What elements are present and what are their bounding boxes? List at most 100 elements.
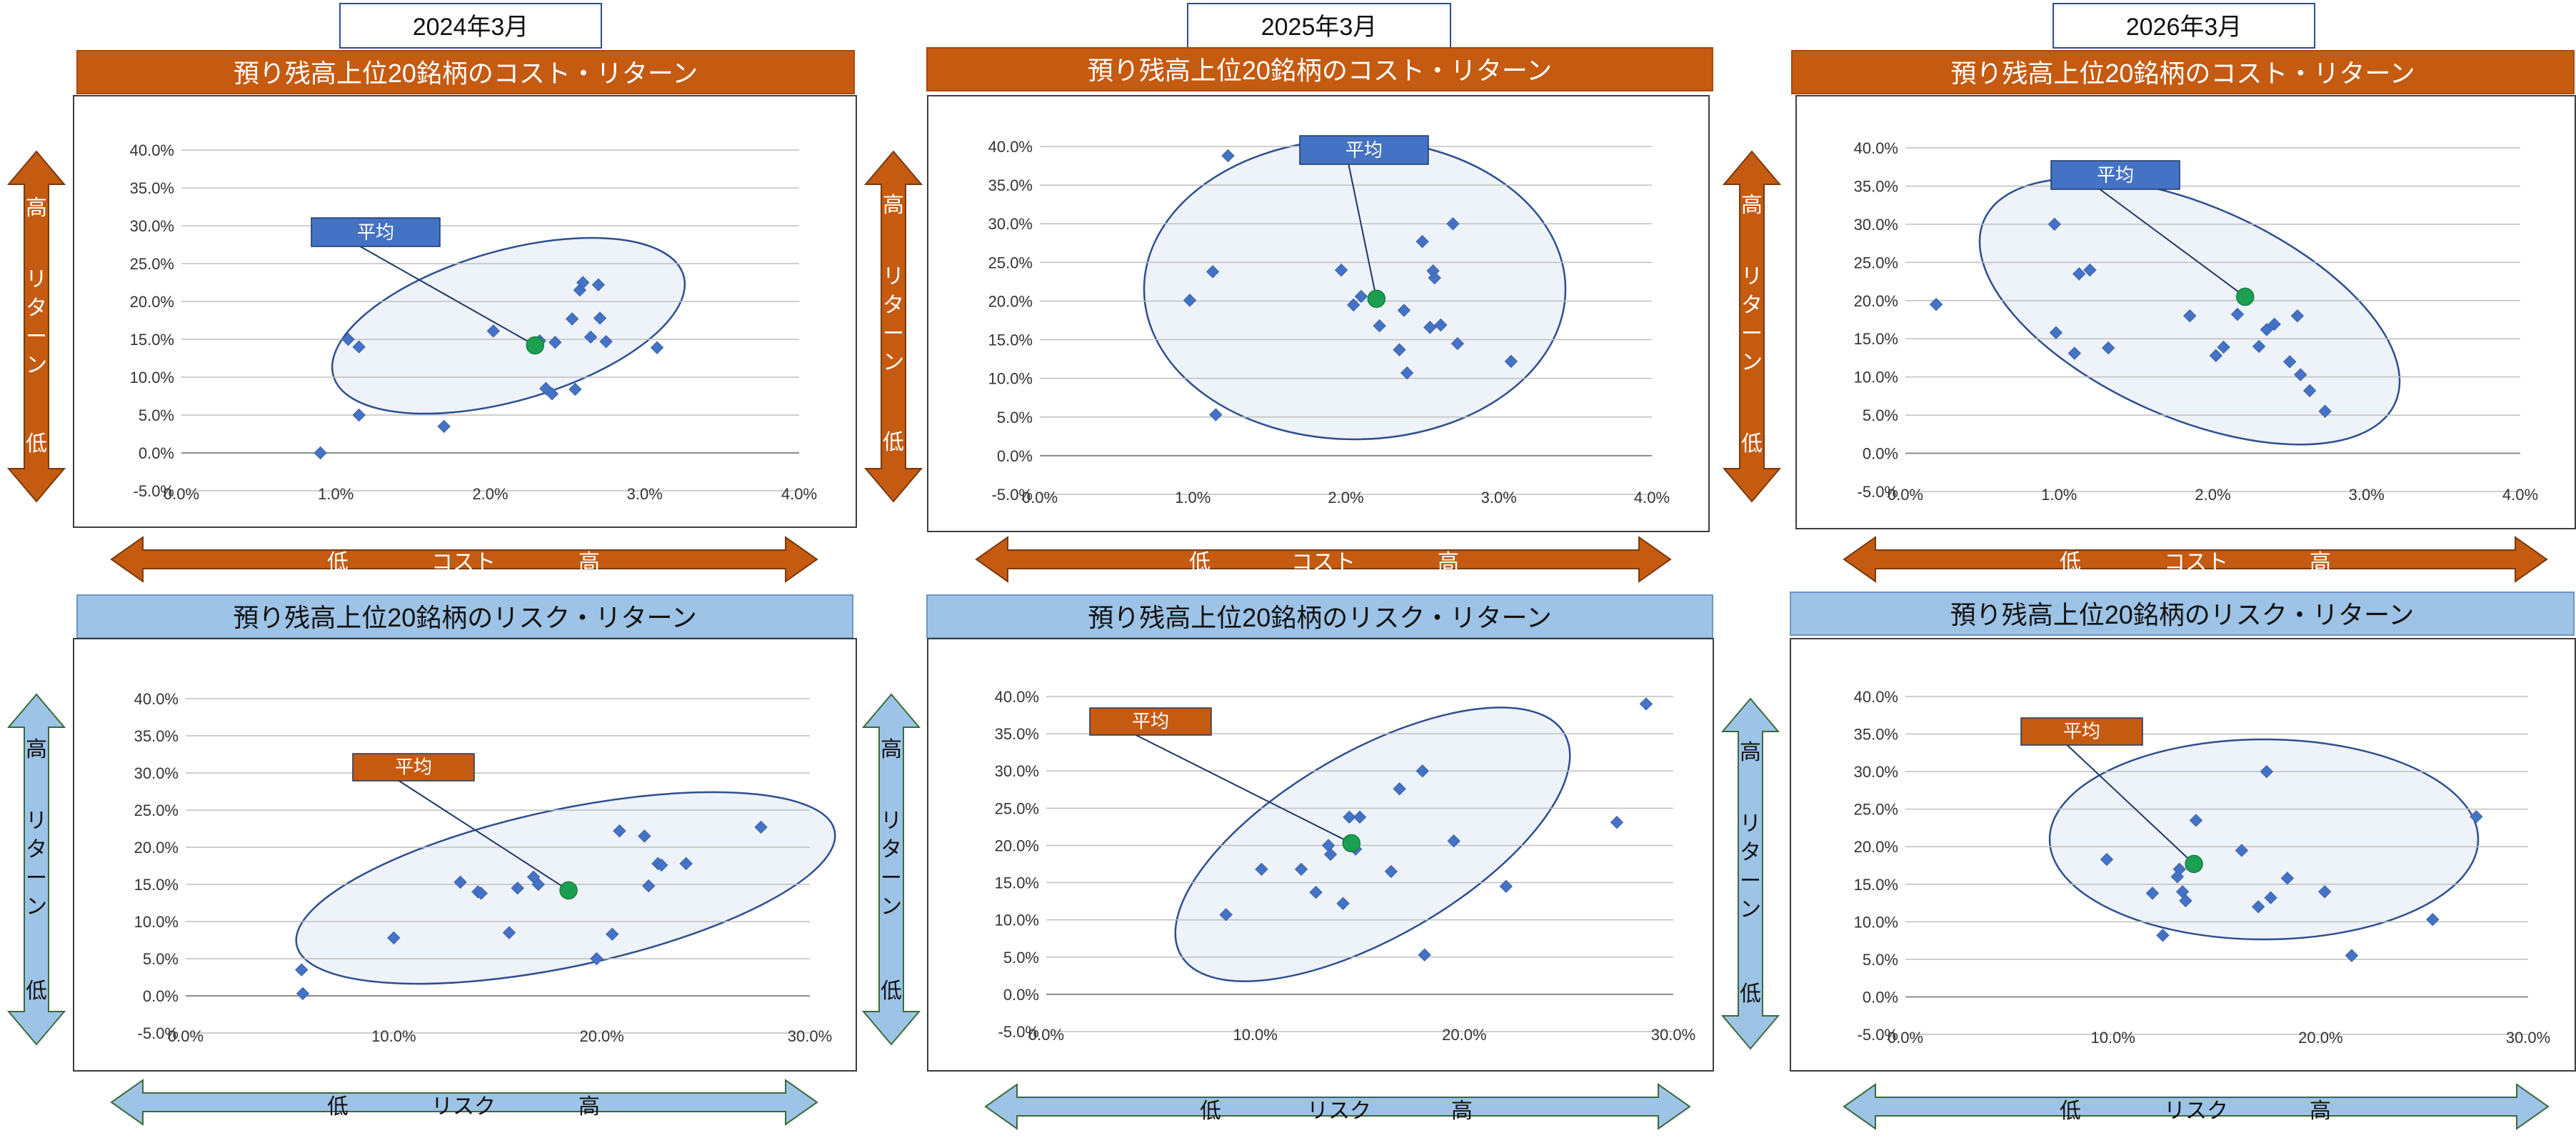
cost-label-2026: コスト — [2164, 551, 2228, 574]
data-point — [1415, 234, 1429, 249]
data-point — [1336, 897, 1350, 910]
y-tick-label: 10.0% — [130, 369, 174, 386]
y-tick-label: 5.0% — [1003, 949, 1039, 967]
data-point — [655, 858, 668, 872]
x-tick-label: 0.0% — [1888, 1029, 1923, 1047]
y-tick-label: 10.0% — [134, 913, 179, 931]
data-point — [2049, 326, 2063, 339]
data-point — [1397, 304, 1411, 317]
data-point — [2235, 844, 2249, 857]
x-tick-label: 2.0% — [472, 485, 508, 503]
data-point — [1343, 810, 1356, 824]
average-point — [526, 336, 544, 355]
risk-axis-arrow-2026 — [1843, 1083, 2550, 1130]
average-callout-line — [1136, 734, 1352, 844]
data-point — [2426, 912, 2440, 927]
y-tick-label: 25.0% — [1854, 254, 1898, 271]
return-axis-arrow-2024-cost — [7, 150, 66, 503]
average-callout-label: 平均 — [1132, 711, 1169, 732]
data-point — [1450, 336, 1465, 351]
average-callout-label: 平均 — [1345, 140, 1383, 161]
average-callout-box — [2050, 160, 2180, 190]
data-point — [638, 829, 651, 843]
risk-label-2025: リスク — [1307, 1099, 1371, 1123]
year-label-2025: 2025年3月 — [1187, 3, 1451, 49]
average-callout-box — [1089, 707, 1212, 736]
return-axis-arrow-2025-cost — [864, 150, 923, 503]
average-callout-box — [2020, 717, 2143, 746]
data-point — [1354, 289, 1368, 304]
average-point — [2185, 854, 2203, 874]
y-tick-label: 40.0% — [130, 141, 174, 159]
data-point — [2145, 887, 2160, 900]
data-point — [1610, 815, 1624, 829]
data-point — [1255, 862, 1268, 877]
data-point — [2267, 317, 2281, 331]
data-point — [568, 382, 582, 396]
cost-chart-title-2024: 預り残高上位20銘柄のコスト・リターン — [76, 50, 855, 94]
x-tick-label: 4.0% — [2502, 486, 2538, 504]
data-point — [1423, 321, 1437, 334]
data-point — [1418, 948, 1431, 962]
risk-return-chart-2024: -5.0% 0.0% 5.0% 10.0% 15.0% 20.0% 25.0% 30.0% 35… — [73, 638, 857, 1072]
x-tick-label: 30.0% — [788, 1027, 832, 1045]
data-point — [387, 931, 401, 945]
y-tick-label: 25.0% — [995, 799, 1039, 817]
average-callout-label: 平均 — [357, 222, 394, 244]
risk-return-chart-2026: -5.0% 0.0% 5.0% 10.0% 15.0% 20.0% 25.0% 30.0% 35… — [1790, 638, 2576, 1072]
data-point — [1347, 298, 1360, 312]
y-tick-label: 35.0% — [130, 179, 174, 197]
cost-high-2026: 高 — [2310, 551, 2331, 574]
y-tick-label: 25.0% — [1854, 801, 1898, 819]
data-point — [754, 820, 768, 834]
data-point — [2293, 368, 2307, 381]
cost-low-2025: 低 — [1189, 551, 1211, 574]
data-point — [1400, 366, 1414, 380]
return-axis-arrow-2026-risk — [1721, 697, 1780, 1050]
y-tick-label: 0.0% — [997, 447, 1033, 465]
y-tick-label: 30.0% — [995, 762, 1039, 780]
average-callout-label: 平均 — [2097, 165, 2134, 186]
risk-high-2024: 高 — [578, 1095, 600, 1119]
data-point — [1219, 908, 1233, 922]
data-point — [2230, 307, 2245, 321]
y-tick-label: 20.0% — [995, 837, 1039, 854]
data-point — [1447, 834, 1460, 848]
data-point — [2252, 339, 2266, 354]
data-point — [1504, 354, 1518, 369]
y-tick-label: 10.0% — [1854, 369, 1898, 386]
risk-chart-title-2024: 預り残高上位20銘柄のリスク・リターン — [76, 594, 853, 639]
data-point — [583, 330, 598, 344]
x-tick-label: 20.0% — [1442, 1026, 1486, 1044]
y-tick-label: 0.0% — [1863, 988, 1898, 1006]
average-point — [559, 881, 578, 900]
y-tick-label: 0.0% — [1863, 445, 1898, 463]
y-tick-label: 0.0% — [139, 444, 174, 462]
y-tick-label: 10.0% — [1854, 913, 1898, 931]
data-point — [2083, 263, 2097, 277]
data-point — [1415, 764, 1430, 778]
data-point — [1393, 782, 1406, 796]
x-tick-label: 3.0% — [627, 485, 663, 503]
y-tick-label: 0.0% — [1003, 986, 1039, 1004]
data-point — [2260, 323, 2274, 336]
average-callout-line — [359, 246, 536, 346]
y-tick-label: -5.0% — [998, 1023, 1039, 1041]
data-point — [1393, 343, 1406, 356]
y-tick-label: 20.0% — [134, 839, 179, 857]
cost-axis-arrow-2025 — [975, 536, 1672, 583]
average-point — [1342, 834, 1361, 853]
data-point — [453, 875, 467, 889]
data-point — [2345, 949, 2359, 962]
y-tick-label: 15.0% — [130, 331, 174, 349]
y-tick-label: 5.0% — [1863, 951, 1898, 969]
risk-low-2026: 低 — [2060, 1099, 2081, 1123]
y-tick-label: 20.0% — [988, 292, 1033, 310]
risk-low-2024: 低 — [327, 1095, 349, 1119]
data-point — [1209, 408, 1223, 421]
risk-label-2024: リスク — [431, 1095, 496, 1119]
x-tick-label: 3.0% — [1481, 489, 1517, 506]
data-point — [1221, 149, 1235, 163]
x-tick-label: 30.0% — [1651, 1026, 1695, 1044]
data-point — [486, 324, 501, 338]
